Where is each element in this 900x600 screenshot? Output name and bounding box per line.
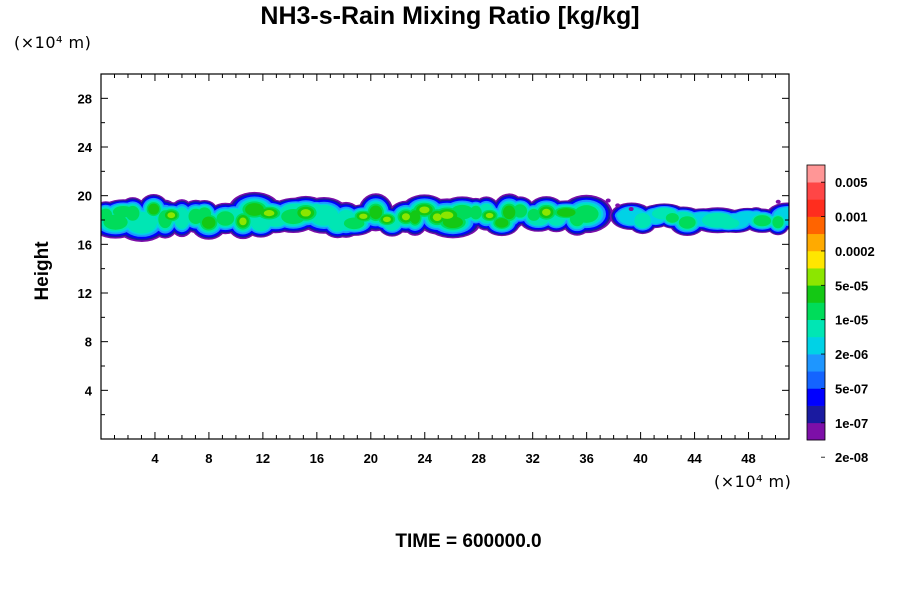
cloud-contour-blob bbox=[201, 216, 216, 229]
cloud-fragment bbox=[605, 198, 611, 203]
colorbar-label: 5e-07 bbox=[835, 381, 868, 396]
cloud-contour-blob bbox=[239, 217, 247, 226]
cloud-contour-blob bbox=[382, 216, 391, 223]
x-tick-label: 20 bbox=[364, 451, 378, 466]
cloud-fragment bbox=[775, 199, 781, 204]
cloud-contour-blob bbox=[495, 218, 509, 228]
y-tick-label: 4 bbox=[85, 383, 93, 398]
cloud-contour-blob bbox=[245, 203, 264, 216]
colorbar-swatch bbox=[807, 182, 825, 200]
colorbar-frame bbox=[806, 164, 826, 441]
colorbar-label: 1e-07 bbox=[835, 416, 868, 431]
cloud-contour-blob bbox=[678, 216, 696, 229]
y-tick-label: 12 bbox=[78, 286, 92, 301]
colorbar-swatch bbox=[807, 233, 825, 252]
cloud-contour-blob bbox=[513, 204, 528, 218]
y-tick-label: 20 bbox=[78, 189, 92, 204]
y-unit-label: (×10⁴ m) bbox=[14, 33, 92, 52]
cloud-contour-blob bbox=[125, 205, 140, 221]
colorbar-swatch bbox=[807, 199, 825, 217]
x-tick-label: 16 bbox=[310, 451, 324, 466]
cloud-contour-blob bbox=[753, 215, 772, 227]
x-tick-label: 48 bbox=[741, 451, 755, 466]
colorbar: 0.005 0.001 0.0002 5e-05 1e-05 2e-06 5e-07 1e-0… bbox=[806, 164, 875, 465]
colorbar-swatch bbox=[807, 405, 825, 424]
chart-title: NH3-s-Rain Mixing Ratio [kg/kg] bbox=[260, 2, 640, 30]
x-tick-label: 44 bbox=[687, 451, 702, 466]
x-tick-label: 28 bbox=[471, 451, 485, 466]
cloud-contour-blob bbox=[634, 212, 651, 229]
cloud-contour-blob bbox=[469, 205, 482, 220]
colorbar-swatch bbox=[807, 336, 825, 355]
cloud-contour-blob bbox=[574, 205, 599, 223]
colorbar-label: 1e-05 bbox=[835, 313, 868, 328]
colorbar-swatch bbox=[807, 285, 825, 303]
y-axis: 4 8 12 16 20 24 28 bbox=[78, 73, 789, 416]
cloud-contour-blob bbox=[432, 213, 442, 221]
colorbar-label: 0.005 bbox=[835, 175, 868, 190]
cloud-contour-blob bbox=[442, 216, 463, 229]
x-tick-label: 32 bbox=[525, 451, 539, 466]
cloud-contour-blob bbox=[503, 205, 516, 220]
colorbar-label: 0.001 bbox=[835, 210, 868, 225]
colorbar-swatch bbox=[807, 422, 825, 441]
cloud-contour-blob bbox=[419, 206, 430, 214]
cloud-contour-blob bbox=[300, 209, 311, 217]
colorbar-swatch bbox=[807, 250, 825, 269]
cloud-contour-blob bbox=[103, 214, 128, 230]
y-tick-label: 24 bbox=[78, 140, 93, 155]
colorbar-swatch bbox=[807, 371, 825, 389]
x-tick-label: 36 bbox=[579, 451, 593, 466]
cloud-contour-blob bbox=[440, 211, 454, 219]
cloud-contour-blob bbox=[485, 212, 494, 219]
cloud-contour-blob bbox=[665, 213, 679, 223]
x-tick-label: 40 bbox=[633, 451, 647, 466]
cloud-contour-blob bbox=[369, 205, 383, 220]
colorbar-label: 5e-05 bbox=[835, 278, 868, 293]
colorbar-swatch bbox=[807, 354, 825, 372]
cloud-field bbox=[101, 191, 789, 242]
colorbar-swatch bbox=[807, 319, 825, 338]
cloud-contour-blob bbox=[216, 211, 235, 226]
y-tick-label: 28 bbox=[78, 91, 92, 106]
cloud-contour-blob bbox=[542, 208, 551, 216]
x-axis: 4 8 12 16 20 24 28 32 36 40 44 48 bbox=[113, 74, 777, 466]
cloud-contour-blob bbox=[401, 213, 410, 221]
colorbar-label: 2e-06 bbox=[835, 347, 868, 362]
x-tick-label: 24 bbox=[418, 451, 433, 466]
x-tick-label: 12 bbox=[256, 451, 270, 466]
x-unit-label: (×10⁴ m) bbox=[714, 472, 792, 491]
y-tick-label: 8 bbox=[85, 335, 92, 350]
cloud-contour-blob bbox=[167, 212, 176, 219]
y-tick-label: 16 bbox=[78, 237, 92, 252]
cloud-contour-blob bbox=[527, 208, 541, 221]
time-label: TIME = 600000.0 bbox=[395, 531, 542, 552]
cloud-contour-blob bbox=[409, 210, 421, 224]
cloud-contour-blob bbox=[359, 213, 368, 219]
plot-frame bbox=[100, 73, 790, 440]
colorbar-label: 2e-08 bbox=[835, 450, 868, 465]
x-tick-label: 4 bbox=[151, 451, 159, 466]
cloud-contour-blob bbox=[772, 216, 784, 229]
cloud-contour-blob bbox=[556, 208, 576, 217]
x-tick-label: 8 bbox=[205, 451, 212, 466]
colorbar-swatch bbox=[807, 388, 825, 406]
cloud-contour-blob bbox=[263, 210, 275, 217]
cloud-contour-blob bbox=[148, 203, 160, 215]
colorbar-swatch bbox=[807, 165, 825, 183]
cloud-contour-blob bbox=[717, 218, 740, 229]
colorbar-swatch bbox=[807, 302, 825, 320]
colorbar-swatch bbox=[807, 268, 825, 286]
colorbar-label: 0.0002 bbox=[835, 244, 875, 259]
cloud-fragment bbox=[628, 207, 634, 212]
cloud-fragment bbox=[615, 203, 621, 208]
colorbar-swatch bbox=[807, 216, 825, 235]
